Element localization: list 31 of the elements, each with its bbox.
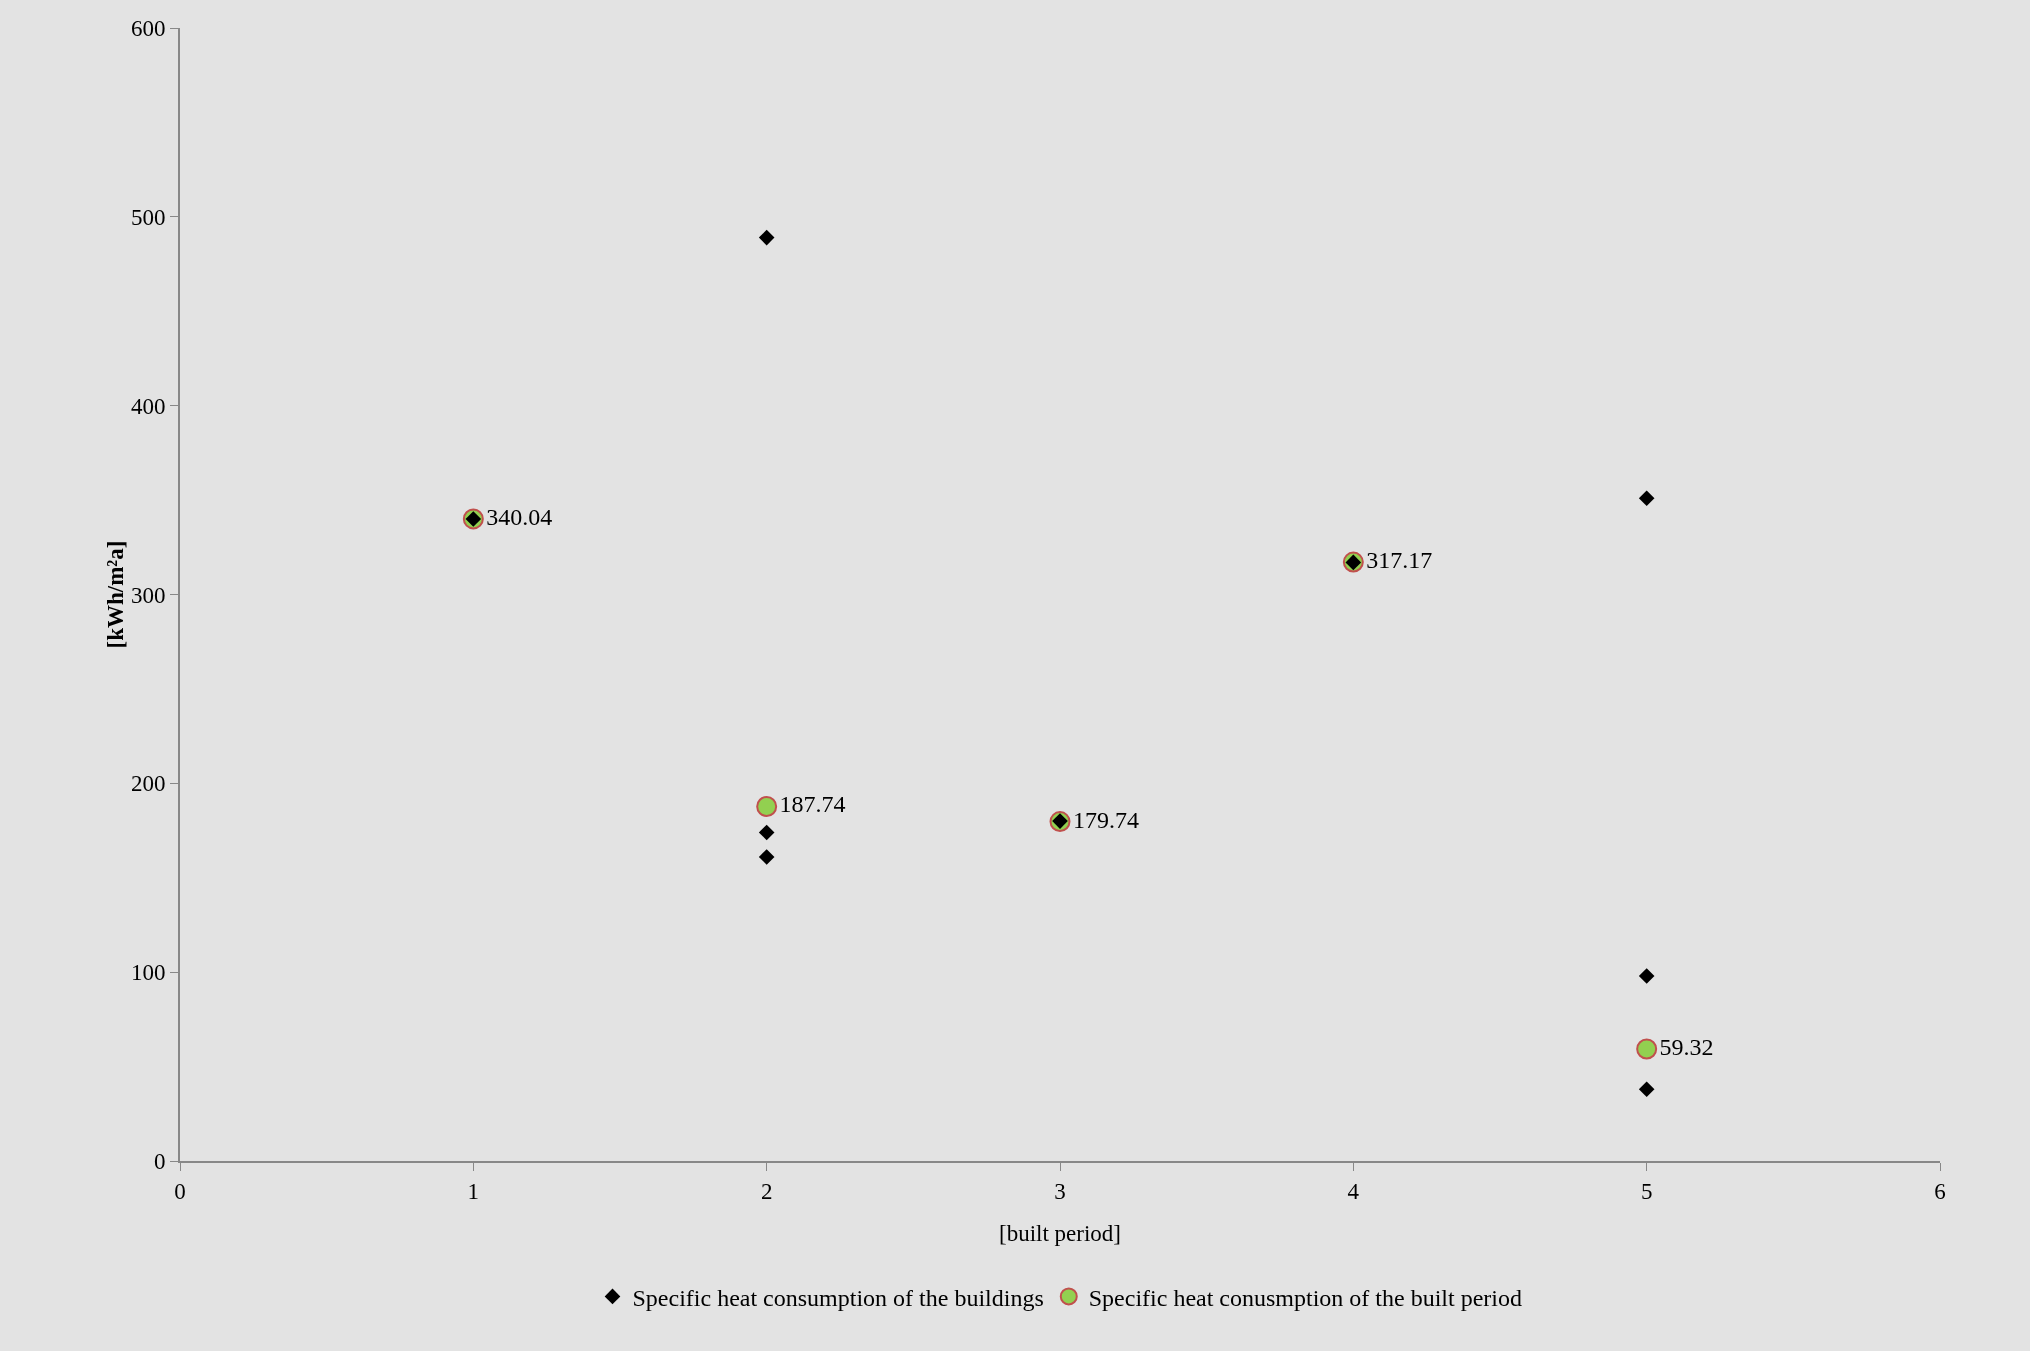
point [758,229,775,246]
y-tick-label: 400 [130,393,166,419]
y-tick-label: 300 [130,582,166,608]
data-label: 187.74 [779,791,846,818]
y-axis-title: [kWh/m²a] [103,540,128,649]
data-label: 59.32 [1659,1033,1714,1060]
point [1638,490,1655,506]
y-tick-label: 0 [153,1149,166,1175]
x-tick-label: 0 [174,1178,186,1204]
x-tick-label: 2 [760,1178,773,1204]
y-tick-label: 600 [130,16,166,42]
x-tick-label: 6 [1934,1178,1946,1204]
legend-label: Specific heat consumption of the buildings [632,1284,1044,1311]
point [1638,968,1655,984]
x-tick-label: 3 [1054,1178,1066,1204]
x-tick-label: 5 [1640,1178,1653,1204]
point [758,824,775,841]
point [758,849,775,865]
x-axis-title: [built period] [999,1221,1121,1246]
point [1638,1081,1655,1098]
y-tick-label: 100 [130,960,166,986]
y-tick-label: 200 [130,771,166,797]
x-tick-label: 1 [467,1178,480,1204]
data-label: 340.04 [486,503,553,530]
x-tick-label: 4 [1347,1178,1360,1204]
legend-label: Specific heat conusmption of the built period [1088,1284,1522,1311]
point [756,795,778,817]
point [1636,1038,1658,1060]
data-label: 179.74 [1072,806,1139,833]
y-tick-label: 500 [130,204,166,230]
data-label: 317.17 [1366,547,1433,574]
